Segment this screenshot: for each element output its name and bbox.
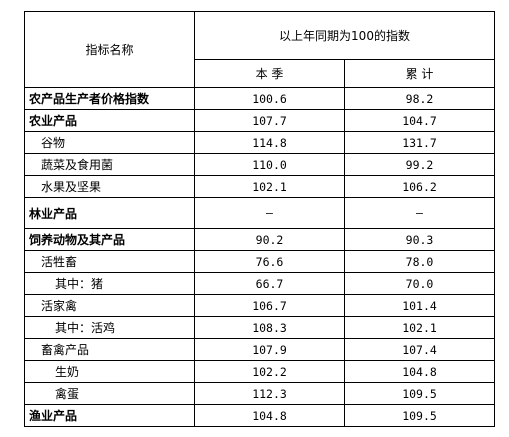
quarter-value: 102.1 [194,175,345,198]
row-label: 其中：活鸡 [24,316,195,339]
quarter-value: 90.2 [194,228,345,251]
row-label: 水果及坚果 [24,175,195,198]
quarter-value: 112.3 [194,382,345,405]
row-label: 林业产品 [24,197,195,229]
quarter-value: 108.3 [194,316,345,339]
row-label: 其中：猪 [24,272,195,295]
row-label: 禽蛋 [24,382,195,405]
table-row: 渔业产品 104.8 109.5 [24,404,495,427]
cumulative-value: 106.2 [344,175,495,198]
table-row: 生奶 102.2 104.8 [24,360,495,383]
cumulative-value: 131.7 [344,131,495,154]
cumulative-value: 104.8 [344,360,495,383]
row-label: 渔业产品 [24,404,195,427]
cumulative-value: 102.1 [344,316,495,339]
quarter-value: 110.0 [194,153,345,176]
cumulative-value: 107.4 [344,338,495,361]
table-row: 其中：猪 66.7 70.0 [24,272,495,295]
quarter-value: — [194,197,345,229]
quarter-value: 107.9 [194,338,345,361]
table-row: 活家禽 106.7 101.4 [24,294,495,317]
quarter-value: 102.2 [194,360,345,383]
price-index-table: 指标名称 以上年同期为100的指数 本 季 累 计 农产品生产者价格指数 100… [24,11,495,427]
table-row: 畜禽产品 107.9 107.4 [24,338,495,361]
table-row: 农业产品 107.7 104.7 [24,109,495,132]
row-label: 活牲畜 [24,250,195,273]
cumulative-value: 70.0 [344,272,495,295]
row-label: 饲养动物及其产品 [24,228,195,251]
cumulative-value: — [344,197,495,229]
quarter-value: 100.6 [194,87,345,110]
row-label: 农业产品 [24,109,195,132]
row-label: 蔬菜及食用菌 [24,153,195,176]
quarter-column-header: 本 季 [194,59,345,88]
cumulative-value: 98.2 [344,87,495,110]
row-label: 活家禽 [24,294,195,317]
table-row: 饲养动物及其产品 90.2 90.3 [24,228,495,251]
index-title-header: 以上年同期为100的指数 [194,11,495,60]
row-label: 农产品生产者价格指数 [24,87,195,110]
cumulative-value: 109.5 [344,404,495,427]
cumulative-value: 99.2 [344,153,495,176]
row-label: 畜禽产品 [24,338,195,361]
quarter-value: 66.7 [194,272,345,295]
indicator-header: 指标名称 [24,11,195,88]
table-row: 其中：活鸡 108.3 102.1 [24,316,495,339]
table-row: 禽蛋 112.3 109.5 [24,382,495,405]
table-row: 蔬菜及食用菌 110.0 99.2 [24,153,495,176]
row-label: 生奶 [24,360,195,383]
cumulative-value: 90.3 [344,228,495,251]
table-row: 水果及坚果 102.1 106.2 [24,175,495,198]
quarter-value: 114.8 [194,131,345,154]
price-index-table-container: 指标名称 以上年同期为100的指数 本 季 累 计 农产品生产者价格指数 100… [24,11,495,427]
cumulative-value: 109.5 [344,382,495,405]
cumulative-column-header: 累 计 [344,59,495,88]
cumulative-value: 78.0 [344,250,495,273]
quarter-value: 76.6 [194,250,345,273]
cumulative-value: 101.4 [344,294,495,317]
cumulative-value: 104.7 [344,109,495,132]
table-row: 农产品生产者价格指数 100.6 98.2 [24,87,495,110]
table-row: 活牲畜 76.6 78.0 [24,250,495,273]
quarter-value: 106.7 [194,294,345,317]
row-label: 谷物 [24,131,195,154]
table-row: 林业产品 — — [24,197,495,229]
quarter-value: 107.7 [194,109,345,132]
quarter-value: 104.8 [194,404,345,427]
table-row: 谷物 114.8 131.7 [24,131,495,154]
